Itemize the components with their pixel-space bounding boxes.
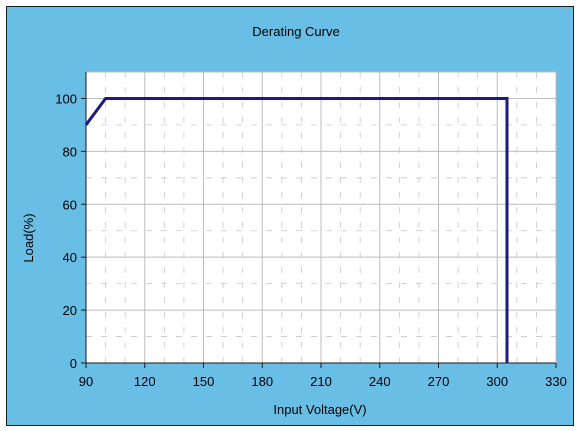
y-tick-label: 0 [70, 356, 77, 371]
x-tick-label: 210 [310, 374, 332, 389]
plot-area [81, 71, 557, 368]
y-tick-label: 80 [63, 144, 77, 159]
y-tick-label: 20 [63, 303, 77, 318]
x-tick-label: 180 [251, 374, 273, 389]
x-tick-label: 240 [369, 374, 391, 389]
derating-line [84, 97, 509, 363]
x-tick-label: 300 [486, 374, 508, 389]
x-axis-label: Input Voltage(V) [273, 402, 366, 417]
x-tick-label: 120 [134, 374, 156, 389]
x-tick-labels: 90 120 150 180 210 240 270 300 330 [79, 374, 567, 389]
y-tick-label: 60 [63, 197, 77, 212]
y-tick-label: 100 [55, 91, 77, 106]
chart-title: Derating Curve [252, 24, 339, 39]
y-axis-label: Load(%) [21, 213, 36, 262]
x-tick-label: 270 [428, 374, 450, 389]
y-tick-label: 40 [63, 250, 77, 265]
derating-chart: Derating Curve 0 20 40 60 80 100 90 120 150 180 2… [6, 6, 574, 426]
x-tick-label: 90 [79, 374, 93, 389]
y-tick-labels: 0 20 40 60 80 100 [55, 91, 77, 371]
x-tick-label: 330 [545, 374, 567, 389]
x-tick-label: 150 [193, 374, 215, 389]
chart-frame: Derating Curve 0 20 40 60 80 100 90 120 150 180 2… [6, 6, 574, 426]
